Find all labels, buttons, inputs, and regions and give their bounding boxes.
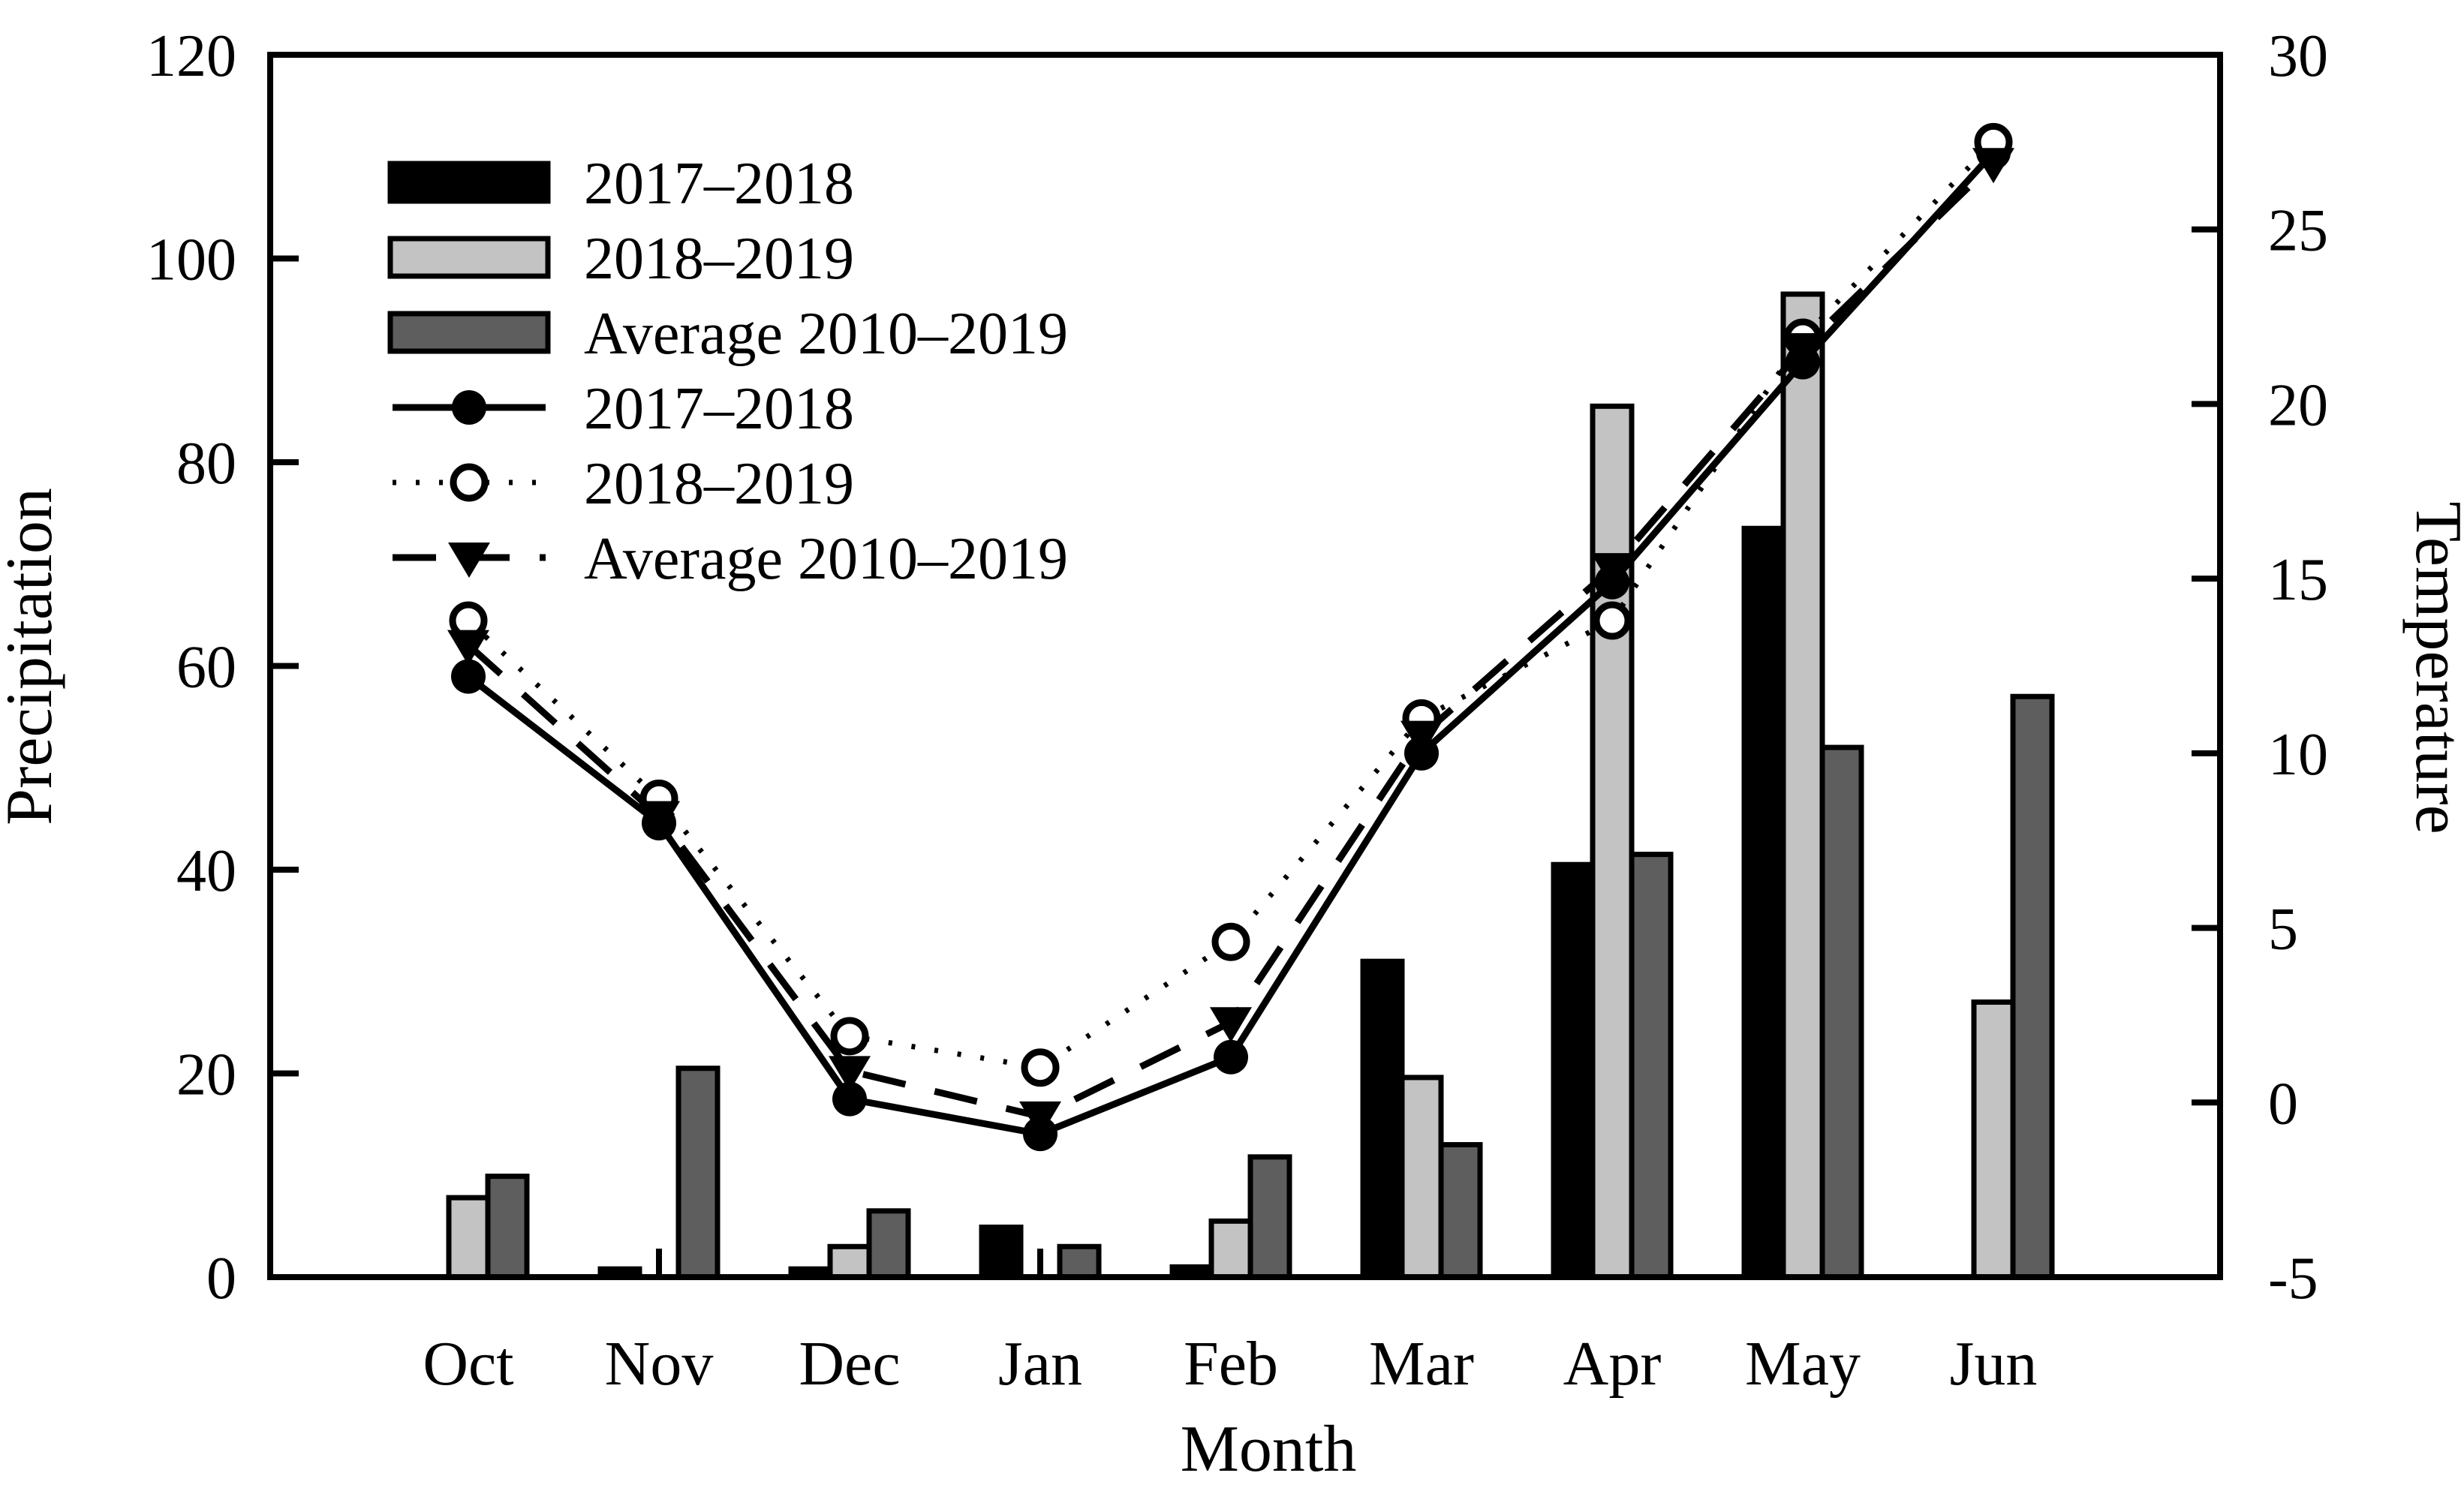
left-axis-tick-label: 120	[146, 23, 236, 89]
open-circle-marker	[1021, 1048, 1060, 1087]
bar	[1590, 403, 1635, 1280]
bar	[1551, 861, 1596, 1280]
left-axis-tick-label: 20	[176, 1042, 236, 1108]
triangle-down-marker	[1210, 1007, 1252, 1043]
bar	[446, 1195, 491, 1280]
x-axis-category-label: May	[1745, 1329, 1861, 1399]
month-labels: Oct Nov Dec Jan Feb Mar Apr May Jun	[423, 1329, 2037, 1399]
left-axis-tick-label: 0	[206, 1246, 236, 1312]
triangle-down-marker	[829, 1056, 871, 1092]
x-axis-category-label: Dec	[799, 1329, 900, 1399]
x-axis-category-label: Nov	[605, 1329, 714, 1399]
legend-swatch	[387, 236, 551, 279]
left-axis-title: Precipitation	[0, 488, 66, 825]
bar	[1780, 291, 1825, 1280]
open-circle-marker	[1211, 922, 1250, 961]
filled-circle-marker	[451, 659, 486, 694]
open-circle-marker	[830, 1017, 869, 1056]
x-axis-category-label: Mar	[1369, 1329, 1474, 1399]
right-axis-tick-label: 5	[2268, 897, 2298, 963]
bar	[1247, 1154, 1292, 1280]
right-axis-tick-label: 15	[2268, 547, 2328, 613]
triangle-down-marker	[447, 630, 489, 666]
axis-tick-labels: 0 20 40 60 80 100 120 -5 0 5 10 15 20 25 30	[146, 23, 2328, 1312]
legend-label: 2017–2018	[584, 151, 854, 217]
line-series-group	[447, 122, 2014, 1152]
triangle-down-marker	[638, 801, 680, 837]
x-axis-category-label: Oct	[423, 1329, 513, 1399]
bar	[1629, 852, 1674, 1280]
triangle-down-marker	[1019, 1101, 1061, 1137]
right-axis-tick-label: 0	[2268, 1071, 2298, 1137]
right-axis-tick-label: 20	[2268, 372, 2328, 438]
filled-circle-marker	[1214, 1039, 1248, 1075]
legend-label: 2018–2019	[584, 451, 854, 517]
x-axis-category-label: Apr	[1563, 1329, 1662, 1399]
right-axis-tick-label: -5	[2268, 1246, 2318, 1312]
left-axis-tick-label: 80	[176, 431, 236, 497]
temp-line-dotted	[466, 140, 1996, 1071]
bar	[1819, 744, 1864, 1280]
filled-circle-marker	[452, 390, 486, 425]
right-axis-tick-label: 25	[2268, 198, 2328, 264]
bar	[866, 1208, 911, 1280]
filled-circle-marker	[832, 1081, 867, 1117]
right-axis-tick-label: 30	[2268, 23, 2328, 89]
bar	[1360, 958, 1405, 1280]
bar	[675, 1066, 721, 1280]
legend-label: Average 2010–2019	[584, 526, 1068, 592]
legend-label: 2018–2019	[584, 226, 854, 292]
right-axis-tick-label: 10	[2268, 722, 2328, 788]
bar-groups	[446, 291, 2055, 1280]
bar	[485, 1174, 530, 1280]
legend-swatch	[387, 161, 551, 204]
left-axis-tick-label: 60	[176, 635, 236, 701]
open-circle-marker	[450, 463, 489, 502]
left-axis-tick-label: 40	[176, 838, 236, 904]
bar	[1438, 1142, 1483, 1280]
bar	[1971, 999, 2016, 1280]
bar	[1208, 1218, 1253, 1280]
plot-border	[267, 52, 2223, 1280]
bar	[2010, 693, 2055, 1280]
legend: 2017–2018 2018–2019 Average 2010–2019 2017–…	[387, 151, 1068, 592]
legend-label: Average 2010–2019	[584, 301, 1068, 367]
triangle-down-marker	[1972, 148, 2014, 184]
bar	[979, 1224, 1024, 1280]
triangle-down-marker	[448, 543, 490, 578]
plot-frame	[267, 52, 2223, 1280]
bar	[1057, 1243, 1102, 1280]
legend-label: 2017–2018	[584, 376, 854, 442]
bar	[827, 1243, 872, 1280]
legend-swatch	[387, 311, 551, 354]
triangle-down-marker	[1400, 720, 1443, 756]
triangle-down-marker	[1591, 553, 1633, 589]
x-axis-category-label: Feb	[1184, 1329, 1278, 1399]
right-axis-title: Temperature	[2402, 501, 2464, 834]
x-axis-category-label: Jan	[998, 1329, 1082, 1399]
left-axis-tick-label: 100	[146, 227, 236, 293]
bar	[1399, 1075, 1444, 1280]
open-circle-marker	[1593, 601, 1632, 640]
x-axis-category-label: Jun	[1950, 1329, 2038, 1399]
triangle-down-marker	[1782, 332, 1824, 368]
bar	[1741, 525, 1786, 1280]
x-axis-title: Month	[1181, 1413, 1357, 1486]
